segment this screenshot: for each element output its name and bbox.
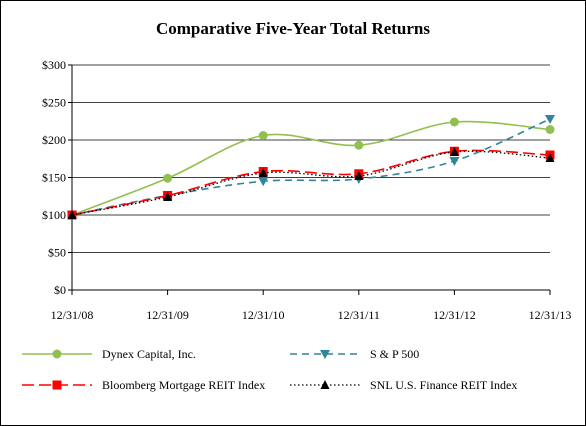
legend-marker [320,350,330,359]
data-point [449,147,459,156]
series-2 [67,115,555,220]
data-point [67,210,77,219]
legend-label: SNL U.S. Finance REIT Index [370,378,517,392]
series-1 [67,117,555,220]
legend: Dynex Capital, Inc. S & P 500 Bloomberg Mo… [22,347,517,392]
series-line [71,150,551,216]
data-point [545,125,555,134]
data-point [354,171,364,180]
x-tick-label: 12/31/08 [51,308,94,322]
legend-marker [52,349,62,359]
y-tick-label: $200 [42,133,66,147]
data-point [258,168,268,177]
y-tick-label: $300 [42,58,66,72]
x-tick-label: 12/31/13 [529,308,572,322]
y-tick-label: $150 [42,171,66,185]
y-tick-label: $100 [42,208,66,222]
data-point [163,173,173,183]
y-tick-label: $250 [42,96,66,110]
series-lines [67,115,555,220]
gridlines [72,64,550,253]
chart-title: Comparative Five-Year Total Returns [156,19,430,38]
series-3 [67,146,555,220]
y-tick-label: $50 [48,246,66,260]
x-tick-labels: 12/31/08 12/31/09 12/31/10 12/31/11 12/31/12… [51,308,572,322]
x-tick-label: 12/31/09 [146,308,189,322]
data-point [258,177,269,187]
legend-label: Bloomberg Mortgage REIT Index [102,378,265,392]
legend-label: S & P 500 [370,347,419,361]
legend-item: S & P 500 [290,347,419,361]
legend-label: Dynex Capital, Inc. [102,347,196,361]
series-line [71,149,551,216]
data-point [163,192,173,201]
series-4 [67,147,555,219]
data-point [545,153,555,162]
y-tick-label: $0 [54,283,66,297]
data-point [449,157,460,166]
legend-marker [52,380,62,390]
data-point [545,115,555,124]
data-point [354,140,364,150]
x-tick-label: 12/31/10 [242,308,285,322]
legend-marker [320,380,330,389]
x-tick-label: 12/31/11 [338,308,380,322]
y-tick-labels: $0 $50 $100 $150 $200 $250 $300 [42,58,66,297]
legend-item: SNL U.S. Finance REIT Index [290,378,517,392]
x-tick-label: 12/31/12 [433,308,476,322]
legend-item: Dynex Capital, Inc. [22,347,196,361]
data-point [449,117,459,127]
legend-item: Bloomberg Mortgage REIT Index [22,378,265,392]
data-point [258,131,268,140]
